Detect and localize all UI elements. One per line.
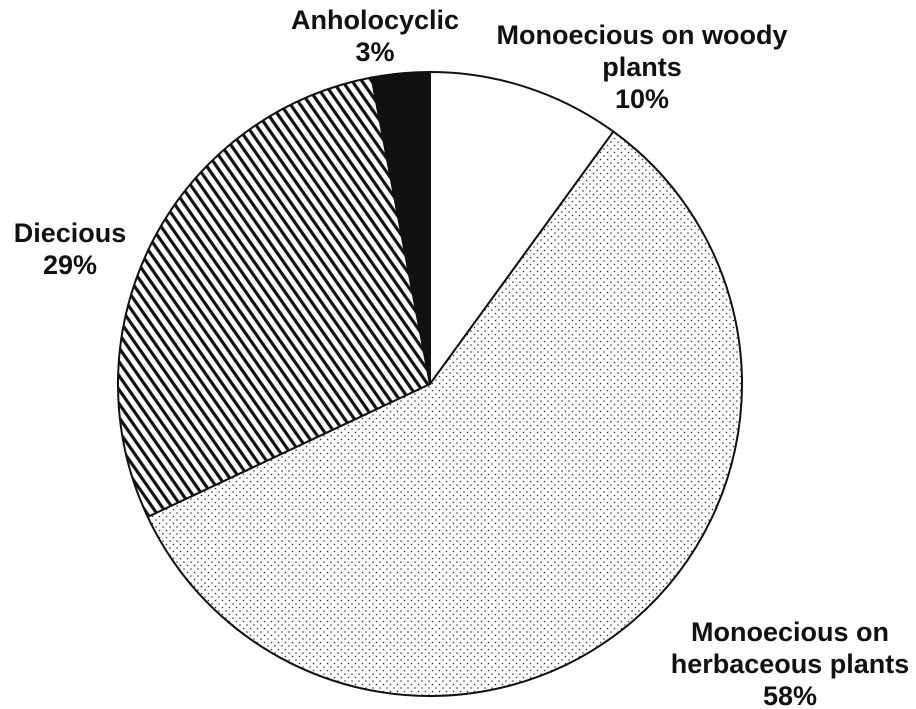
category-name: Diecious [13,218,127,248]
pie-slice [429,70,615,388]
value-label: 10% [614,84,670,114]
slice-label: Monoecious on herbaceous plants 58% [660,616,916,709]
pie-slice [146,130,743,697]
category-name: Monoecious on herbaceous plants [670,617,910,679]
pie-slice [117,76,432,519]
slice-label: Anholocyclic 3% [255,4,495,68]
value-label: 29% [42,250,98,280]
category-name: Anholocyclic [290,5,460,35]
slice-label: Monoecious on woody plants 10% [482,19,802,115]
slice-label: Diecious 29% [0,217,140,281]
value-label: 58% [762,681,818,709]
value-label: 3% [355,37,395,67]
category-name: Monoecious on woody plants [496,20,788,82]
pie-slice [370,70,431,385]
